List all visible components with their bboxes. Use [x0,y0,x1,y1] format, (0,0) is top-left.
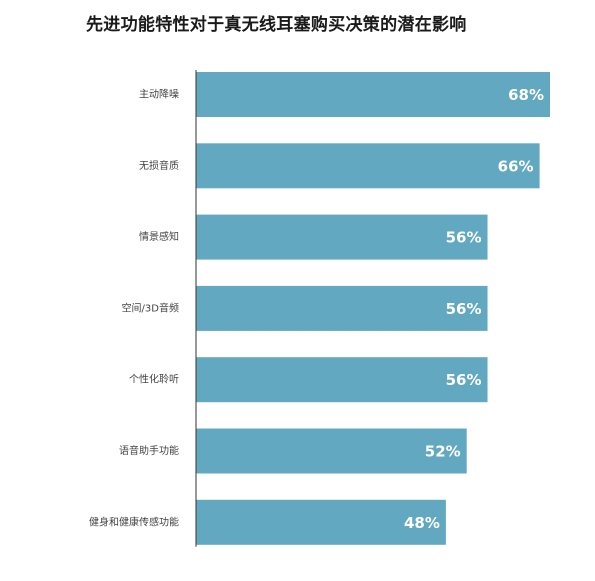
value-label-1: 66% [498,157,534,175]
value-label-0: 68% [508,86,544,104]
value-label-4: 56% [446,371,482,389]
bar-1 [196,143,540,189]
bar-6 [196,499,446,545]
bars-group: 主动降噪 68% 无损音质 66% 情景感知 56% 空间/3D音频 56% 个性化聆听 56% 语… [89,72,550,545]
value-label-3: 56% [446,300,482,318]
category-label-3: 空间/3D音频 [122,301,179,314]
bar-0 [196,72,550,117]
value-label-2: 56% [446,229,482,247]
category-label-6: 健身和健康传感功能 [89,515,179,528]
value-label-6: 48% [404,514,440,532]
bar-2 [196,214,488,260]
category-label-1: 无损音质 [139,159,179,172]
category-label-5: 语音助手功能 [119,444,179,457]
bar-4 [196,357,488,403]
chart-title: 先进功能特性对于真无线耳塞购买决策的潜在影响 [86,15,467,35]
category-label-2: 情景感知 [139,230,179,243]
category-label-4: 个性化聆听 [129,373,179,386]
bar-5 [196,428,467,474]
category-label-0: 主动降噪 [139,88,179,101]
value-label-5: 52% [425,443,461,461]
bar-3 [196,285,488,331]
